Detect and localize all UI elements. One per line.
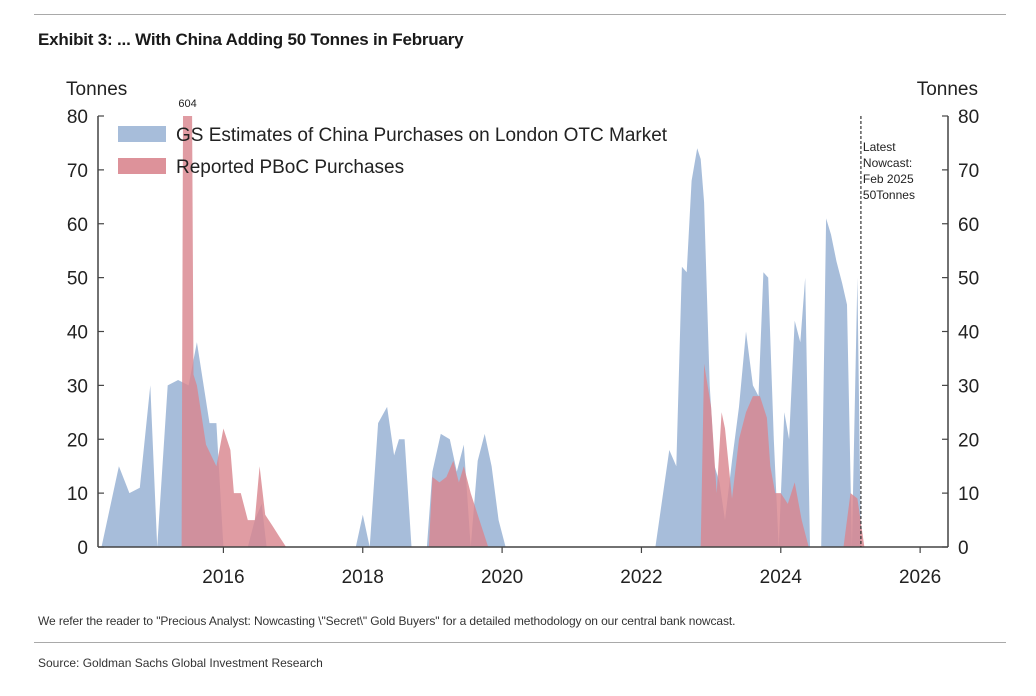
- y-tick-label-left: 0: [77, 538, 88, 559]
- series-area-gs-estimates: [101, 148, 948, 548]
- y-tick-label-right: 30: [958, 376, 979, 397]
- top-rule: [34, 14, 1006, 15]
- y-tick-label-left: 40: [67, 323, 88, 344]
- y-tick-label-right: 50: [958, 269, 979, 290]
- nowcast-label-line: Feb 2025: [863, 172, 914, 186]
- spike-value-label: 604: [178, 98, 196, 110]
- series-area-pboc-reported: [181, 116, 865, 547]
- y-tick-label-left: 30: [67, 376, 88, 397]
- x-tick-label: 2024: [760, 567, 803, 588]
- label-layer: 604 Latest Nowcast: Feb 2025 50Tonnes: [178, 98, 915, 547]
- area-layer: [101, 116, 948, 548]
- footnote-rule: [34, 642, 1006, 643]
- legend-label: GS Estimates of China Purchases on Londo…: [176, 125, 668, 146]
- legend-swatch: [118, 126, 166, 142]
- footnote: We refer the reader to "Precious Analyst…: [38, 614, 736, 628]
- nowcast-label-line: Nowcast:: [863, 156, 912, 170]
- nowcast-label-line: 50Tonnes: [863, 188, 915, 202]
- x-tick-label: 2018: [342, 567, 384, 588]
- legend-label: Reported PBoC Purchases: [176, 157, 404, 178]
- x-tick-label: 2022: [620, 567, 662, 588]
- y-tick-label-right: 80: [958, 107, 979, 128]
- source-line: Source: Goldman Sachs Global Investment …: [38, 656, 323, 670]
- x-tick-label: 2016: [202, 567, 244, 588]
- legend: GS Estimates of China Purchases on Londo…: [118, 125, 668, 178]
- y-tick-label-left: 70: [67, 161, 88, 182]
- y-tick-label-right: 70: [958, 161, 979, 182]
- y-tick-label-left: 60: [67, 215, 88, 236]
- exhibit-title: Exhibit 3: ... With China Adding 50 Tonn…: [38, 30, 464, 49]
- y-tick-label-right: 10: [958, 484, 979, 505]
- x-tick-label: 2020: [481, 567, 523, 588]
- y-tick-label-right: 60: [958, 215, 979, 236]
- nowcast-label-line: Latest: [863, 140, 896, 154]
- y-tick-label-left: 50: [67, 269, 88, 290]
- y-tick-label-right: 40: [958, 323, 979, 344]
- y-tick-label-right: 20: [958, 430, 979, 451]
- x-tick-label: 2026: [899, 567, 941, 588]
- y-tick-label-left: 10: [67, 484, 88, 505]
- y-tick-label-left: 20: [67, 430, 88, 451]
- y-unit-left: Tonnes: [66, 79, 127, 100]
- y-tick-label-left: 80: [67, 107, 88, 128]
- y-unit-right: Tonnes: [917, 79, 978, 100]
- legend-swatch: [118, 158, 166, 174]
- y-tick-label-right: 0: [958, 538, 969, 559]
